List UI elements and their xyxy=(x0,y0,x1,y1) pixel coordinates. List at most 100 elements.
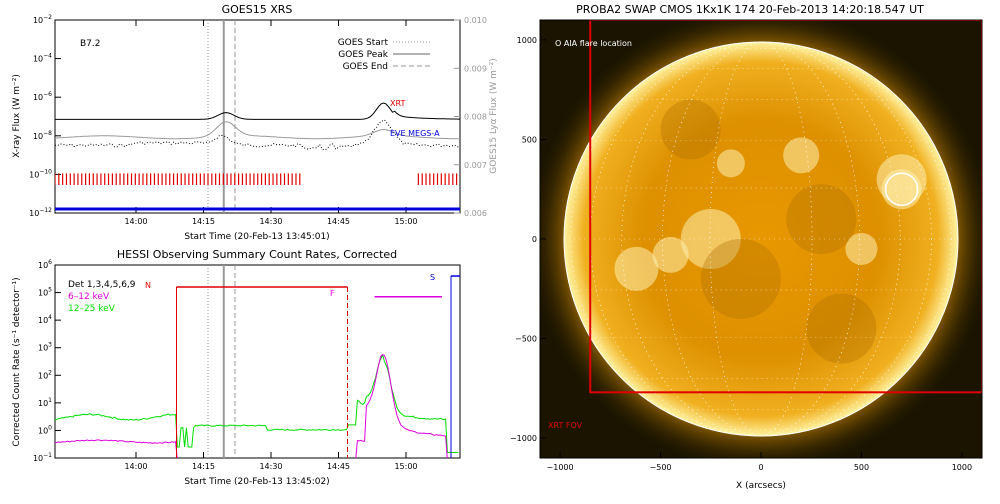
y-tick-label: 100 xyxy=(38,424,52,435)
y-tick-label: 10−10 xyxy=(29,168,52,179)
swap-y-axis: −1000 −500 0 500 1000 xyxy=(510,36,546,443)
aia-flare-label: O AIA flare location xyxy=(555,39,632,48)
y-tick-label: 10−6 xyxy=(33,91,52,102)
active-regions xyxy=(614,99,927,364)
y-tick-label: 103 xyxy=(38,342,52,353)
swap-title: PROBA2 SWAP CMOS 1Kx1K 174 20-Feb-2013 1… xyxy=(576,3,924,16)
swap-image-area xyxy=(540,20,982,458)
marker-n: N xyxy=(145,281,151,290)
hessi-event-lines xyxy=(207,265,236,458)
marker-f: F xyxy=(330,289,335,298)
x-tick-label: 14:45 xyxy=(327,217,350,226)
coronal-hole xyxy=(806,293,877,364)
goes-xrs-panel: GOES15 XRS 10−12 10−10 10−8 10−6 10−4 10−2 0.… xyxy=(12,3,499,242)
y-tick-label: 106 xyxy=(38,259,52,270)
x-tick-label: −500 xyxy=(650,463,672,472)
lya-series-line xyxy=(55,121,460,140)
legend-6-12-kev: 6–12 keV xyxy=(68,292,110,302)
y2-tick-label: 0.006 xyxy=(464,209,487,218)
swap-x-axis: −1000 −500 0 500 1000 xyxy=(547,452,972,472)
xrt-series-line xyxy=(55,102,460,120)
goes-y2-axis: 0.006 0.007 0.008 0.009 0.010 xyxy=(454,16,487,218)
active-region xyxy=(614,246,659,291)
y2-tick-label: 0.010 xyxy=(464,16,487,25)
hessi-panel: HESSI Observing Summary Count Rates, Cor… xyxy=(12,248,461,487)
goes-class-label: B7.2 xyxy=(80,39,101,49)
y-tick-label: 500 xyxy=(522,135,537,144)
y-tick-label: 101 xyxy=(38,397,52,408)
solar-disk xyxy=(564,42,958,436)
y-tick-label: 10−2 xyxy=(33,14,52,25)
x-tick-label: 1000 xyxy=(952,463,972,472)
active-region xyxy=(876,154,927,205)
eve-series-label: EVE MEGS-A xyxy=(390,129,440,138)
hessi-12-25-kev-line xyxy=(55,353,459,453)
y-tick-label: 105 xyxy=(38,287,52,298)
x-tick-label: 14:45 xyxy=(327,462,350,471)
marker-s: S xyxy=(430,273,435,282)
legend-goes-end: GOES End xyxy=(343,62,388,72)
y2-tick-label: 0.008 xyxy=(464,113,487,122)
y-tick-label: 102 xyxy=(38,369,52,380)
x-tick-label: 14:00 xyxy=(124,462,147,471)
goes-x-axis: 14:00 14:15 14:30 14:45 15:00 xyxy=(124,20,418,226)
goes-y2-label: GOES15 Lyα Flux (W m⁻²) xyxy=(489,58,499,174)
longitude-line xyxy=(590,41,932,437)
legend-goes-peak: GOES Peak xyxy=(338,50,388,60)
xrt-fov-box xyxy=(589,20,982,394)
y-tick-label: 10−12 xyxy=(29,207,52,218)
hessi-y-label: Corrected Count Rate (s⁻¹ detector⁻¹) xyxy=(12,277,22,446)
swap-image-panel: PROBA2 SWAP CMOS 1Kx1K 174 20-Feb-2013 1… xyxy=(510,3,983,491)
hessi-plot-area xyxy=(55,265,460,458)
goes-legend: GOES Start GOES Peak GOES End xyxy=(338,38,430,72)
goes-plot-area xyxy=(55,20,460,213)
y2-tick-label: 0.007 xyxy=(464,161,487,170)
x-tick-label: 14:15 xyxy=(192,462,215,471)
x-tick-label: 14:15 xyxy=(192,217,215,226)
hessi-plot-frame xyxy=(54,264,461,459)
coronal-hole xyxy=(700,238,781,319)
y-tick-label: 10−8 xyxy=(33,130,52,141)
y-tick-label: 10−4 xyxy=(33,53,52,64)
xrt-fov-label: XRT FOV xyxy=(548,421,583,430)
active-region xyxy=(845,232,878,265)
hessi-x-axis: 14:00 14:15 14:30 14:45 15:00 xyxy=(124,452,418,471)
legend-12-25-kev: 12–25 keV xyxy=(68,304,116,314)
hessi-6-12-kev-line xyxy=(55,354,448,458)
y-tick-label: −500 xyxy=(515,335,537,344)
y-tick-label: 1000 xyxy=(517,36,537,45)
x-tick-label: 14:30 xyxy=(259,217,282,226)
solar-limb xyxy=(563,41,959,437)
legend-det: Det 1,3,4,5,6,9 xyxy=(68,280,136,290)
x-tick-label: −1000 xyxy=(547,463,574,472)
legend-goes-start: GOES Start xyxy=(338,38,389,48)
y-tick-label: 104 xyxy=(38,314,52,325)
active-region xyxy=(680,209,741,269)
active-region xyxy=(716,149,745,178)
active-region xyxy=(652,236,689,273)
x-tick-label: 0 xyxy=(758,463,763,472)
hessi-title: HESSI Observing Summary Count Rates, Cor… xyxy=(117,248,397,261)
hessi-x-label: Start Time (20-Feb-13 13:45:02) xyxy=(184,477,329,487)
y-tick-label: −1000 xyxy=(510,434,537,443)
coronal-hole xyxy=(786,184,857,255)
aia-flare-circle xyxy=(884,172,919,206)
hessi-flag-lines xyxy=(176,275,460,458)
y2-tick-label: 0.009 xyxy=(464,64,487,73)
y-tick-label: 10−1 xyxy=(33,452,52,463)
xrt-series-label: XRT xyxy=(390,99,405,108)
x-tick-label: 14:30 xyxy=(259,462,282,471)
goes-y-label: X-ray Flux (W m⁻²) xyxy=(12,74,22,158)
active-region xyxy=(783,137,820,174)
coronal-hole xyxy=(660,99,721,160)
goes-title: GOES15 XRS xyxy=(222,3,293,16)
x-tick-label: 500 xyxy=(854,463,869,472)
x-tick-label: 15:00 xyxy=(394,462,417,471)
x-tick-label: 15:00 xyxy=(394,217,417,226)
hessi-legend: Det 1,3,4,5,6,9 6–12 keV 12–25 keV xyxy=(68,280,136,314)
hessi-y-axis: 10−1 100 101 102 103 104 105 106 xyxy=(33,259,61,463)
xrt-observation-ticks xyxy=(55,173,458,186)
goes-x-label: Start Time (20-Feb-13 13:45:01) xyxy=(184,232,329,242)
x-tick-label: 14:00 xyxy=(124,217,147,226)
